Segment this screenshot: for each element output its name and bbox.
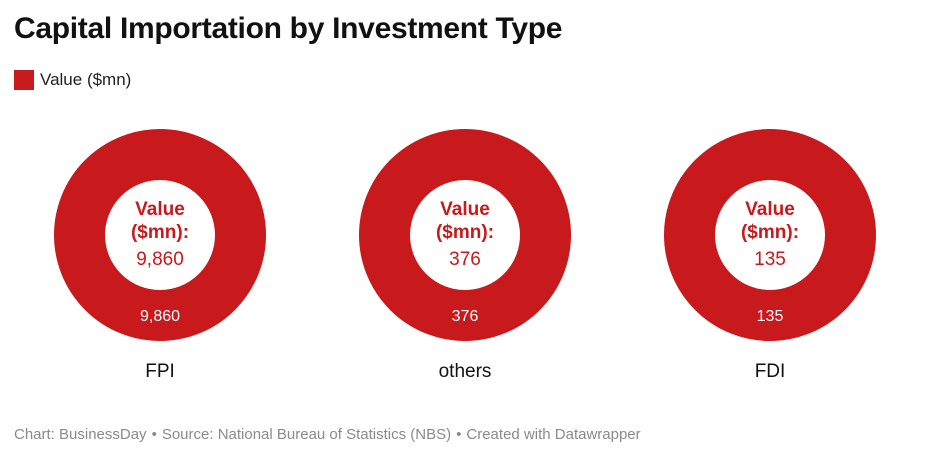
donut-center-label: ($mn):: [741, 222, 799, 243]
chart-title: Capital Importation by Investment Type: [14, 12, 563, 45]
footer-created-with: Created with Datawrapper: [466, 426, 641, 443]
donut-center-label: Value: [745, 199, 795, 220]
legend-label: Value ($mn): [40, 70, 132, 89]
donut-center-label: ($mn):: [436, 222, 494, 243]
category-label: FPI: [145, 361, 175, 382]
category-label: others: [439, 361, 492, 382]
legend: Value ($mn): [14, 70, 131, 90]
donut-fdi: Value($mn): 135 135 FDI: [664, 129, 876, 382]
donut-center-label: ($mn):: [131, 222, 189, 243]
donut-others: Value($mn): 376 376 others: [359, 129, 571, 382]
footer-separator: •: [151, 426, 157, 443]
donut-center-label: Value: [135, 199, 185, 220]
donut-slice-label: 135: [757, 308, 784, 325]
footer-chart-credit: Chart: BusinessDay: [14, 426, 147, 443]
donut-center-label: Value: [440, 199, 490, 220]
donut-slice: [359, 129, 571, 341]
donut-slice: [664, 129, 876, 341]
donut-fpi: Value($mn): 9,860 9,860 FPI: [54, 129, 266, 382]
donut-slice-label: 9,860: [140, 308, 180, 325]
donut-center-value: 376: [449, 249, 481, 270]
footer: Chart: BusinessDay • Source: National Bure…: [14, 426, 641, 443]
footer-separator: •: [456, 426, 462, 443]
category-label: FDI: [755, 361, 786, 382]
donut-slice-label: 376: [452, 308, 479, 325]
legend-swatch: [14, 70, 34, 90]
donut-center-value: 135: [754, 249, 786, 270]
donut-slice: [54, 129, 266, 341]
footer-source: Source: National Bureau of Statistics (N…: [161, 426, 452, 443]
donut-center-value: 9,860: [136, 249, 184, 270]
